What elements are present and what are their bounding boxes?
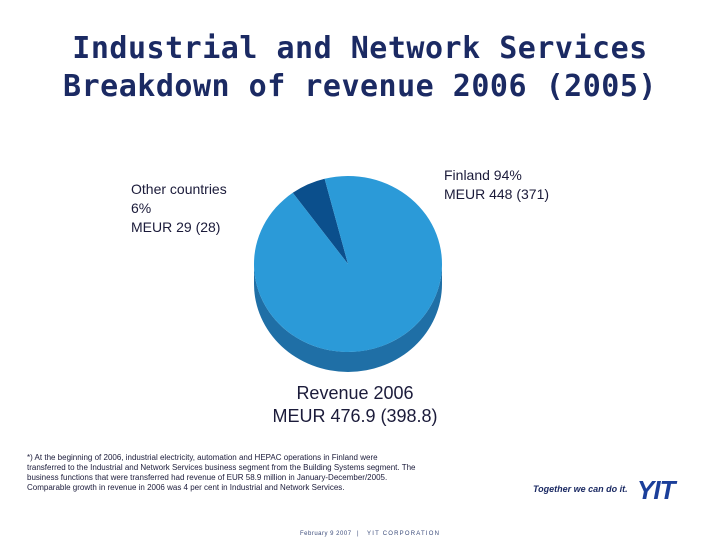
- footnote: *) At the beginning of 2006, industrial …: [27, 453, 416, 492]
- pie-top-layer: [254, 175, 443, 352]
- yit-logo: YIT: [637, 475, 675, 505]
- slice-label-other-line-1: Other countries: [131, 181, 227, 197]
- slide-title-line-2: Breakdown of revenue 2006 (2005): [63, 69, 657, 104]
- pie-side-layer: [254, 264, 442, 372]
- footer-date: February 9 2007: [300, 531, 352, 537]
- revenue-total-line-2: MEUR 476.9 (398.8): [272, 406, 438, 426]
- slide-title: Industrial and Network Services Breakdow…: [0, 30, 720, 106]
- revenue-total: Revenue 2006 MEUR 476.9 (398.8): [200, 382, 510, 428]
- slice-label-finland-line-1: Finland 94%: [444, 167, 522, 183]
- revenue-total-line-1: Revenue 2006: [296, 383, 414, 403]
- slice-label-finland-line-2: MEUR 448 (371): [444, 186, 550, 202]
- pie-slice-finland: [254, 175, 443, 352]
- footer-company: YIT CORPORATION: [367, 531, 441, 537]
- slide-title-line-1: Industrial and Network Services: [72, 31, 648, 66]
- pie-side-band: [254, 264, 442, 372]
- slice-label-other-countries: Other countries 6% MEUR 29 (28): [131, 180, 271, 237]
- pie-slice-other-countries: [292, 178, 348, 264]
- slice-label-other-line-3: MEUR 29 (28): [131, 219, 221, 235]
- slice-label-other-line-2: 6%: [131, 200, 152, 216]
- slice-label-finland: Finland 94% MEUR 448 (371): [444, 166, 594, 204]
- footer-separator: |: [357, 531, 359, 537]
- brand-slogan: Together we can do it.: [533, 484, 628, 494]
